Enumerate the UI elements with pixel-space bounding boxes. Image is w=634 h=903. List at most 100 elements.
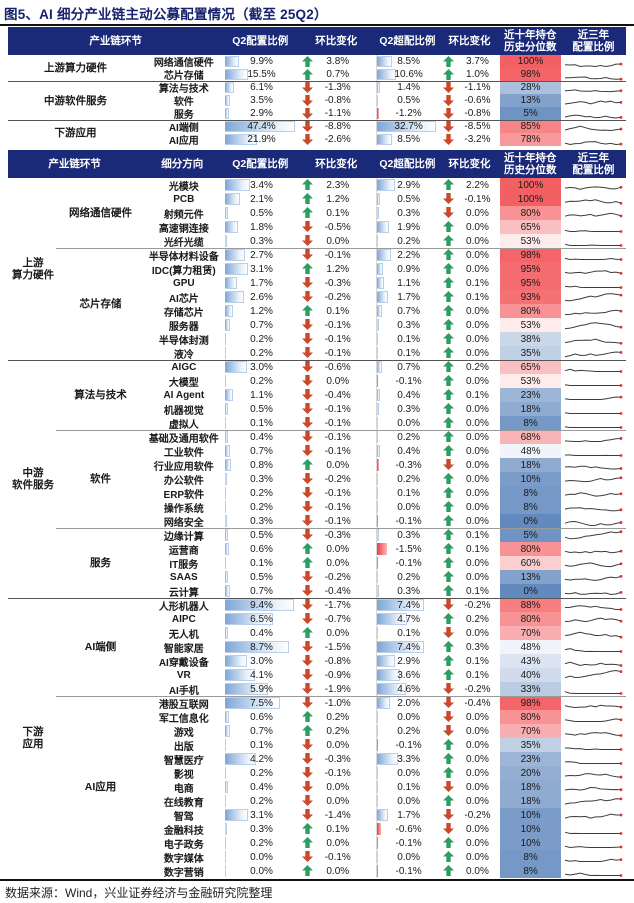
overweight-data-bar	[377, 134, 393, 145]
allocation-bar-cell: 3.0%	[224, 654, 299, 668]
allocation-bar-cell: 9.9%	[224, 55, 299, 68]
overweight-bar-cell: 7.4%	[376, 598, 440, 612]
allocation-value: 2.7%	[250, 249, 273, 261]
allocation-change-value: -1.5%	[324, 641, 351, 653]
allocation-change-value: 0.0%	[326, 837, 350, 849]
overweight-value: 0.0%	[397, 711, 420, 723]
allocation-bar-cell: 1.2%	[224, 304, 299, 318]
down-arrow-icon	[298, 249, 316, 261]
percentile-cell: 80%	[500, 206, 562, 220]
row-name: 软件	[173, 97, 194, 108]
overweight-data-bar	[377, 193, 381, 205]
allocation-data-bar	[224, 82, 234, 93]
allocation-data-bar	[224, 347, 227, 359]
overweight-bar-cell: -0.1%	[376, 836, 440, 850]
allocation-data-bar	[224, 389, 233, 401]
allocation-data-bar	[224, 221, 238, 233]
overweight-change-value: -0.6%	[464, 95, 491, 106]
allocation-data-bar	[224, 753, 256, 765]
overweight-data-bar	[377, 249, 391, 261]
up-arrow-icon	[298, 627, 316, 639]
trend-sparkline	[561, 81, 626, 94]
overweight-value: 2.9%	[397, 655, 420, 667]
row-name: 人形机器人	[158, 601, 209, 613]
overweight-change-value: 0.0%	[466, 781, 489, 793]
overweight-data-bar	[377, 795, 379, 807]
allocation-value: 3.0%	[250, 655, 273, 667]
overweight-bar-cell: -0.3%	[376, 458, 440, 472]
overweight-value: -1.5%	[395, 543, 422, 555]
table-row: 半导体封测 0.2% -0.1% 0.1% 0.0% 38%	[8, 332, 626, 347]
overweight-data-bar	[377, 613, 407, 625]
overweight-bar-cell: 0.0%	[376, 416, 440, 430]
overweight-value: 3.3%	[397, 753, 420, 765]
allocation-change-value: -8.8%	[324, 121, 351, 132]
table-row: 电商 0.4% 0.0% 0.1% 0.0% 18%	[8, 780, 626, 795]
percentile-cell: 48%	[500, 640, 562, 654]
overweight-bar-cell: -1.2%	[376, 107, 440, 120]
down-arrow-icon	[298, 431, 316, 443]
overweight-change-value: 0.1%	[466, 543, 489, 555]
row-name: 军工信息化	[158, 713, 209, 725]
row-name: 高速铜连接	[158, 223, 209, 235]
trend-sparkline	[561, 94, 626, 107]
allocation-data-bar	[224, 431, 228, 443]
down-arrow-icon	[440, 781, 458, 793]
allocation-bar-cell: 0.0%	[224, 850, 299, 864]
row-name: 大模型	[168, 377, 199, 389]
overweight-change-value: -1.1%	[464, 82, 491, 93]
trend-sparkline	[561, 612, 626, 626]
down-arrow-icon	[298, 655, 316, 667]
overweight-value: 0.5%	[397, 193, 420, 205]
overweight-change-value: 0.0%	[466, 249, 489, 261]
overweight-change-value: -3.2%	[464, 134, 491, 145]
row-name: 网络通信硬件	[153, 58, 214, 69]
allocation-bar-cell: 0.2%	[224, 374, 299, 388]
percentile-cell: 0%	[500, 514, 562, 528]
row-name: 服务器	[168, 321, 199, 333]
allocation-data-bar	[224, 851, 226, 863]
table-row: 影视 0.2% -0.1% 0.0% 0.0% 20%	[8, 766, 626, 781]
percentile-cell: 80%	[500, 542, 562, 556]
subgroup-label: AI端侧	[84, 641, 117, 653]
overweight-bar-cell: 0.0%	[376, 794, 440, 808]
allocation-value: 47.4%	[247, 121, 276, 132]
overweight-data-bar	[377, 263, 383, 275]
overweight-value: 1.7%	[397, 291, 420, 303]
table-row: IT服务 0.1% 0.0% -0.1% 0.0% 60%	[8, 556, 626, 571]
overweight-change-value: -0.2%	[464, 683, 491, 695]
allocation-value: 0.4%	[250, 627, 273, 639]
down-arrow-icon	[298, 107, 316, 119]
row-name: 服务	[173, 110, 194, 121]
overweight-value: 0.3%	[397, 585, 420, 597]
allocation-data-bar	[224, 809, 248, 821]
allocation-change-value: -0.5%	[324, 221, 351, 233]
trend-sparkline	[561, 133, 626, 146]
up-arrow-icon	[298, 725, 316, 737]
down-arrow-icon	[298, 669, 316, 681]
overweight-bar-cell: -0.1%	[376, 556, 440, 570]
allocation-data-bar	[224, 739, 227, 751]
percentile-cell: 8%	[500, 416, 562, 430]
trend-sparkline	[561, 584, 626, 598]
down-arrow-icon	[298, 389, 316, 401]
overweight-bar-cell: 3.3%	[376, 752, 440, 766]
overweight-data-bar	[377, 865, 379, 877]
allocation-bar-cell: 4.2%	[224, 752, 299, 766]
up-arrow-icon	[298, 305, 316, 317]
up-arrow-icon	[440, 389, 458, 401]
overweight-value: 4.6%	[397, 683, 420, 695]
overweight-data-bar	[377, 543, 387, 555]
percentile-cell: 98%	[500, 68, 562, 81]
table-row: 软件 3.5% -0.8% 0.5% -0.6% 13%	[8, 94, 626, 108]
allocation-bar-cell: 1.1%	[224, 388, 299, 402]
up-arrow-icon	[440, 515, 458, 527]
up-arrow-icon	[440, 613, 458, 625]
header-10y-percentile: 近十年持仓 历史分位数	[503, 29, 557, 53]
overweight-data-bar	[377, 56, 393, 67]
allocation-value: 1.2%	[250, 305, 273, 317]
allocation-value: 7.5%	[250, 697, 273, 709]
allocation-data-bar	[224, 697, 280, 709]
allocation-bar-cell: 0.5%	[224, 402, 299, 416]
percentile-cell: 65%	[500, 360, 562, 374]
